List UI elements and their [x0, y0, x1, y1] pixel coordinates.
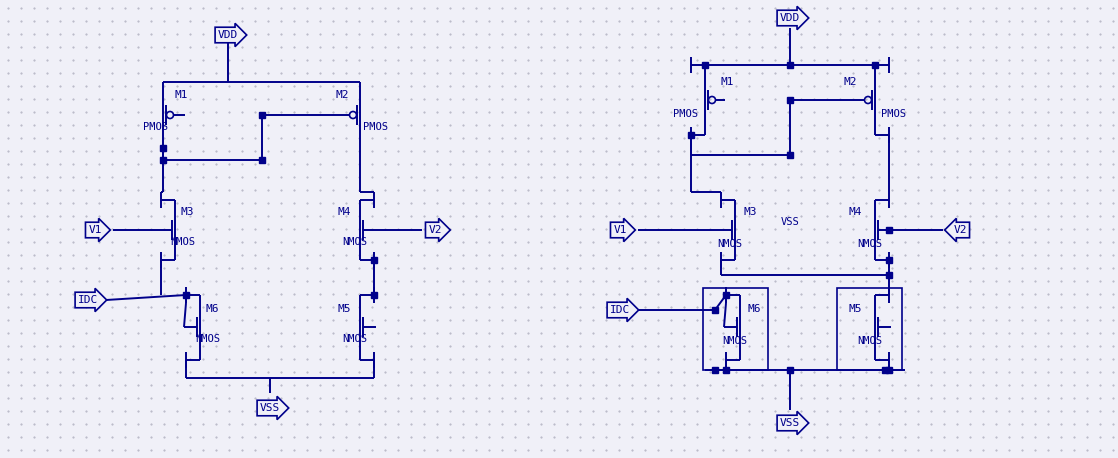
Text: M4: M4 — [849, 207, 862, 217]
Text: M1: M1 — [174, 90, 188, 100]
Text: NMOS: NMOS — [858, 239, 882, 249]
Text: M2: M2 — [843, 77, 856, 87]
Text: PMOS: PMOS — [142, 122, 168, 132]
Text: VSS: VSS — [259, 403, 281, 413]
Text: M1: M1 — [720, 77, 733, 87]
Text: NMOS: NMOS — [342, 334, 368, 344]
Text: VSS: VSS — [780, 418, 800, 428]
Text: VDD: VDD — [780, 13, 800, 23]
Text: M6: M6 — [747, 304, 760, 314]
Text: PMOS: PMOS — [881, 109, 906, 119]
Text: NMOS: NMOS — [196, 334, 220, 344]
Text: M5: M5 — [849, 304, 862, 314]
Text: PMOS: PMOS — [673, 109, 698, 119]
Text: IDC: IDC — [610, 305, 631, 315]
Text: M3: M3 — [180, 207, 193, 217]
Text: V1: V1 — [88, 225, 102, 235]
Text: VDD: VDD — [218, 30, 238, 40]
Text: PMOS: PMOS — [362, 122, 388, 132]
Text: V1: V1 — [614, 225, 627, 235]
Text: NMOS: NMOS — [718, 239, 742, 249]
Text: NMOS: NMOS — [171, 237, 196, 247]
Text: VSS: VSS — [780, 217, 799, 227]
Text: NMOS: NMOS — [342, 237, 368, 247]
Text: M2: M2 — [335, 90, 349, 100]
Text: V2: V2 — [954, 225, 967, 235]
Text: M5: M5 — [338, 304, 351, 314]
Text: V2: V2 — [428, 225, 442, 235]
Text: M4: M4 — [338, 207, 351, 217]
Text: M6: M6 — [206, 304, 219, 314]
Text: M3: M3 — [743, 207, 757, 217]
Text: NMOS: NMOS — [858, 336, 882, 346]
Text: NMOS: NMOS — [722, 336, 748, 346]
Text: IDC: IDC — [78, 295, 98, 305]
